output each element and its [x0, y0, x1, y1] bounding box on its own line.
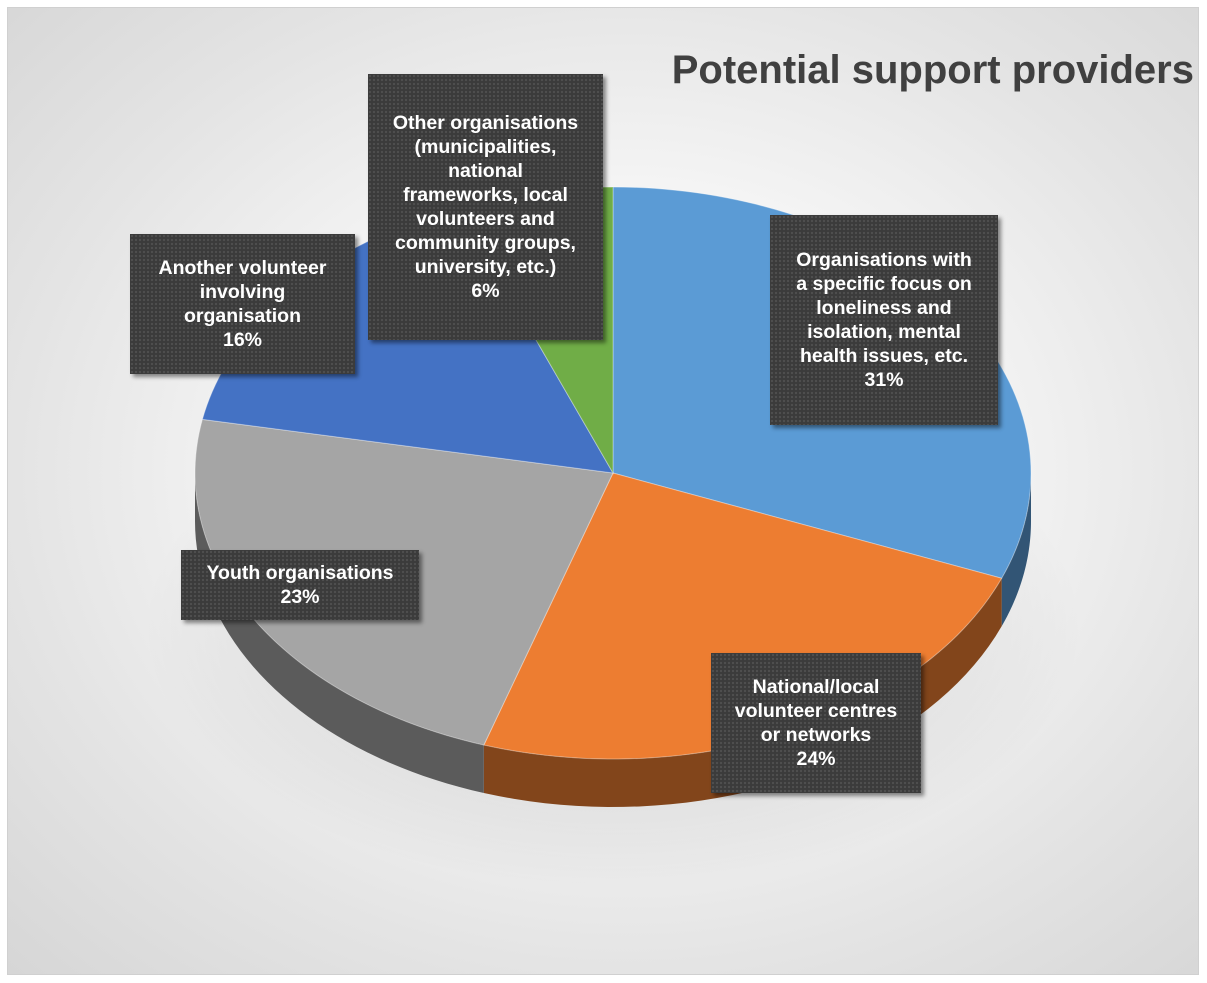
label-line: Organisations with	[796, 249, 972, 271]
data-label-specific-focus-orgs: Organisations with a specific focus on l…	[770, 215, 998, 425]
data-label-another-vio: Another volunteer involving organisation…	[130, 234, 355, 374]
label-line: national	[448, 160, 523, 182]
label-value: 23%	[280, 586, 320, 608]
label-line: (municipalities,	[414, 136, 557, 158]
label-value: 24%	[796, 748, 836, 770]
label-line: isolation, mental	[807, 321, 961, 343]
label-value: 16%	[222, 329, 263, 351]
data-label-other-orgs: Other organisations (municipalities, nat…	[368, 74, 603, 340]
label-line: university, etc.)	[414, 256, 557, 278]
label-line: health issues, etc.	[800, 345, 968, 367]
label-line: a specific focus on	[796, 273, 972, 295]
data-label-youth-orgs: Youth organisations 23%	[181, 550, 419, 620]
data-label-volunteer-centres: National/local volunteer centres or netw…	[711, 653, 921, 793]
label-line: involving	[199, 281, 286, 303]
label-line: volunteers and	[416, 208, 555, 230]
pie-side-organisations-with-a-specific-	[1001, 473, 1031, 627]
label-line: Youth organisations	[206, 562, 394, 584]
label-line: community groups,	[395, 232, 576, 254]
label-line: loneliness and	[816, 297, 952, 319]
chart-area: Potential support providers Organisation…	[7, 7, 1199, 975]
chart-title: Potential support providers	[671, 48, 1194, 92]
label-line: volunteer centres	[734, 700, 898, 722]
pie-side-youth-organisations	[195, 473, 484, 793]
label-line: Other organisations	[392, 112, 579, 134]
label-line: National/local	[752, 676, 880, 698]
pie-chart	[143, 186, 1083, 888]
label-value: 6%	[471, 280, 500, 302]
label-line: organisation	[183, 305, 301, 327]
label-line: or networks	[760, 724, 872, 746]
label-line: Another volunteer	[158, 257, 327, 279]
label-value: 31%	[864, 369, 904, 391]
label-line: frameworks, local	[403, 184, 568, 206]
